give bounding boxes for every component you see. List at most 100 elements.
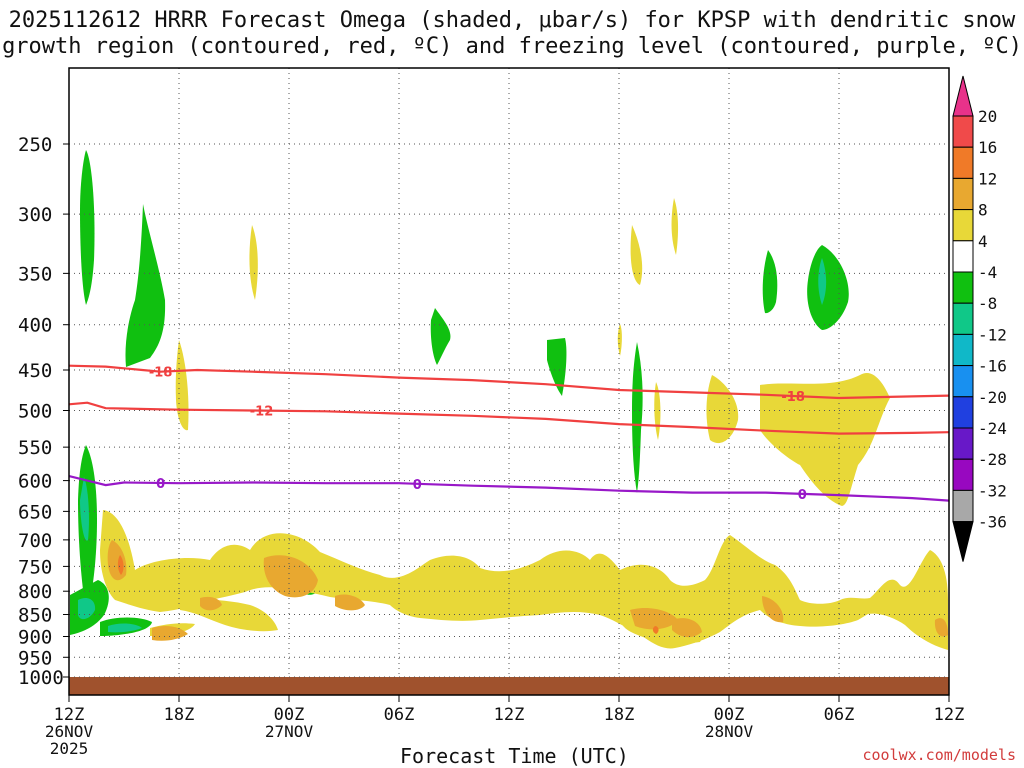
x-axis-title: Forecast Time (UTC) (400, 744, 629, 768)
x-tick-label: 18Z (164, 705, 195, 725)
y-axis: 2503003504004505005506006507007508008509… (18, 134, 69, 689)
omega-cell-pos-max (117, 555, 124, 575)
omega-cell-pos (630, 225, 643, 285)
colorbar-label: -36 (978, 513, 1007, 532)
colorbar: 20 16 12 8 4 -4 -8 -12 -16 -20 -24 -28 -32 -36 (952, 75, 1007, 562)
omega-cell-pos (100, 510, 948, 650)
colorbar-swatch-bottom (952, 521, 974, 562)
omega-cell-pos-strong (263, 555, 318, 598)
watermark-text: coolwx.com/models (862, 746, 1016, 764)
omega-cell-neg (80, 477, 89, 541)
contour-lines: -18 -18 -12 0 0 0 (68, 364, 950, 503)
colorbar-label: 12 (978, 169, 997, 188)
colorbar-swatch (952, 489, 974, 523)
omega-cell-pos (175, 340, 189, 431)
omega-cell-neg (818, 258, 827, 305)
omega-cell-neg (547, 338, 567, 396)
x-tick-label: 12Z (934, 705, 965, 725)
y-tick-label: 650 (18, 501, 52, 523)
omega-cell-neg (80, 150, 95, 305)
chart-title-line-2: growth region (contoured, red, ºC) and f… (2, 34, 1022, 59)
chart-title-line-1: 2025112612 HRRR Forecast Omega (shaded, … (8, 8, 1016, 33)
freezing-level-line (68, 475, 950, 502)
colorbar-swatch (952, 177, 974, 211)
colorbar-label: 8 (978, 201, 988, 220)
y-tick-label: 400 (18, 315, 52, 337)
colorbar-label: -8 (978, 294, 997, 313)
y-tick-label: 700 (18, 530, 52, 552)
omega-cell-pos-strong (934, 618, 948, 637)
omega-cell-pos-strong (152, 626, 188, 641)
ground-bar (69, 677, 949, 695)
y-tick-label: 850 (18, 605, 52, 627)
x-tick-year: 2025 (50, 739, 89, 758)
x-tick-label: 00Z (714, 705, 745, 725)
colorbar-label: -16 (978, 357, 1007, 376)
colorbar-swatch (952, 146, 974, 179)
x-tick-label: 18Z (604, 705, 635, 725)
colorbar-label: -12 (978, 325, 1007, 344)
omega-cell-pos-strong (630, 608, 678, 630)
x-tick-label: 12Z (494, 705, 525, 725)
omega-cell-neg (125, 204, 166, 367)
colorbar-swatch (952, 115, 974, 148)
colorbar-swatch (952, 396, 974, 429)
colorbar-swatch-top (952, 75, 974, 117)
colorbar-swatch (952, 302, 974, 335)
x-tick-label: 00Z (274, 705, 305, 725)
omega-cell-pos-strong (200, 596, 222, 611)
colorbar-swatch (952, 240, 974, 273)
omega-cell-neg (807, 245, 849, 330)
omega-cell-pos (249, 225, 258, 300)
colorbar-label: -4 (978, 263, 997, 282)
colorbar-swatch (952, 209, 974, 242)
grid-lines (69, 68, 949, 678)
x-tick-label: 12Z (54, 705, 85, 725)
x-tick-date: 27NOV (265, 722, 314, 741)
omega-cell-pos (706, 375, 739, 444)
omega-cell-pos (760, 372, 890, 506)
omega-cell-neg (632, 342, 643, 493)
dgz-minus12-line (68, 401, 950, 435)
y-tick-label: 600 (18, 471, 52, 493)
omega-cell-pos (180, 599, 278, 632)
omega-cell-neg (762, 250, 778, 314)
colorbar-label: 4 (978, 232, 988, 251)
omega-cell-neg (108, 623, 142, 633)
omega-cell-pos (671, 198, 679, 255)
y-tick-label: 350 (18, 263, 52, 285)
omega-cell-pos-max (652, 626, 659, 634)
colorbar-swatch (952, 458, 974, 491)
omega-cell-pos-strong (335, 594, 365, 611)
omega-cell-neg (430, 308, 451, 365)
y-tick-label: 900 (18, 626, 52, 648)
y-tick-label: 250 (18, 134, 52, 156)
omega-cell-neg (78, 598, 96, 620)
colorbar-label: -28 (978, 450, 1007, 469)
colorbar-label: -32 (978, 481, 1007, 500)
colorbar-label: 16 (978, 138, 997, 157)
omega-cell-pos-strong (762, 596, 784, 623)
colorbar-label: -20 (978, 388, 1007, 407)
y-tick-label: 450 (18, 360, 52, 382)
y-tick-label: 950 (18, 647, 52, 669)
dgz-minus12-label: -12 (250, 405, 274, 420)
colorbar-label: -24 (978, 419, 1007, 438)
dgz-minus18-label: -18 (781, 390, 805, 405)
y-tick-label: 500 (18, 401, 52, 423)
y-tick-label: 550 (18, 437, 52, 459)
dgz-minus18-label: -18 (149, 366, 173, 381)
colorbar-swatch (952, 333, 974, 367)
omega-shading (70, 150, 948, 650)
colorbar-swatch (952, 365, 974, 398)
y-tick-label: 300 (18, 204, 52, 226)
colorbar-label: 20 (978, 107, 997, 126)
x-tick-date: 26NOV (45, 722, 94, 741)
y-tick-label: 1000 (18, 667, 64, 689)
y-tick-label: 750 (18, 556, 52, 578)
freezing-level-label: 0 (413, 478, 422, 493)
omega-cell-pos-strong (672, 618, 702, 638)
freezing-level-label: 0 (798, 488, 807, 503)
